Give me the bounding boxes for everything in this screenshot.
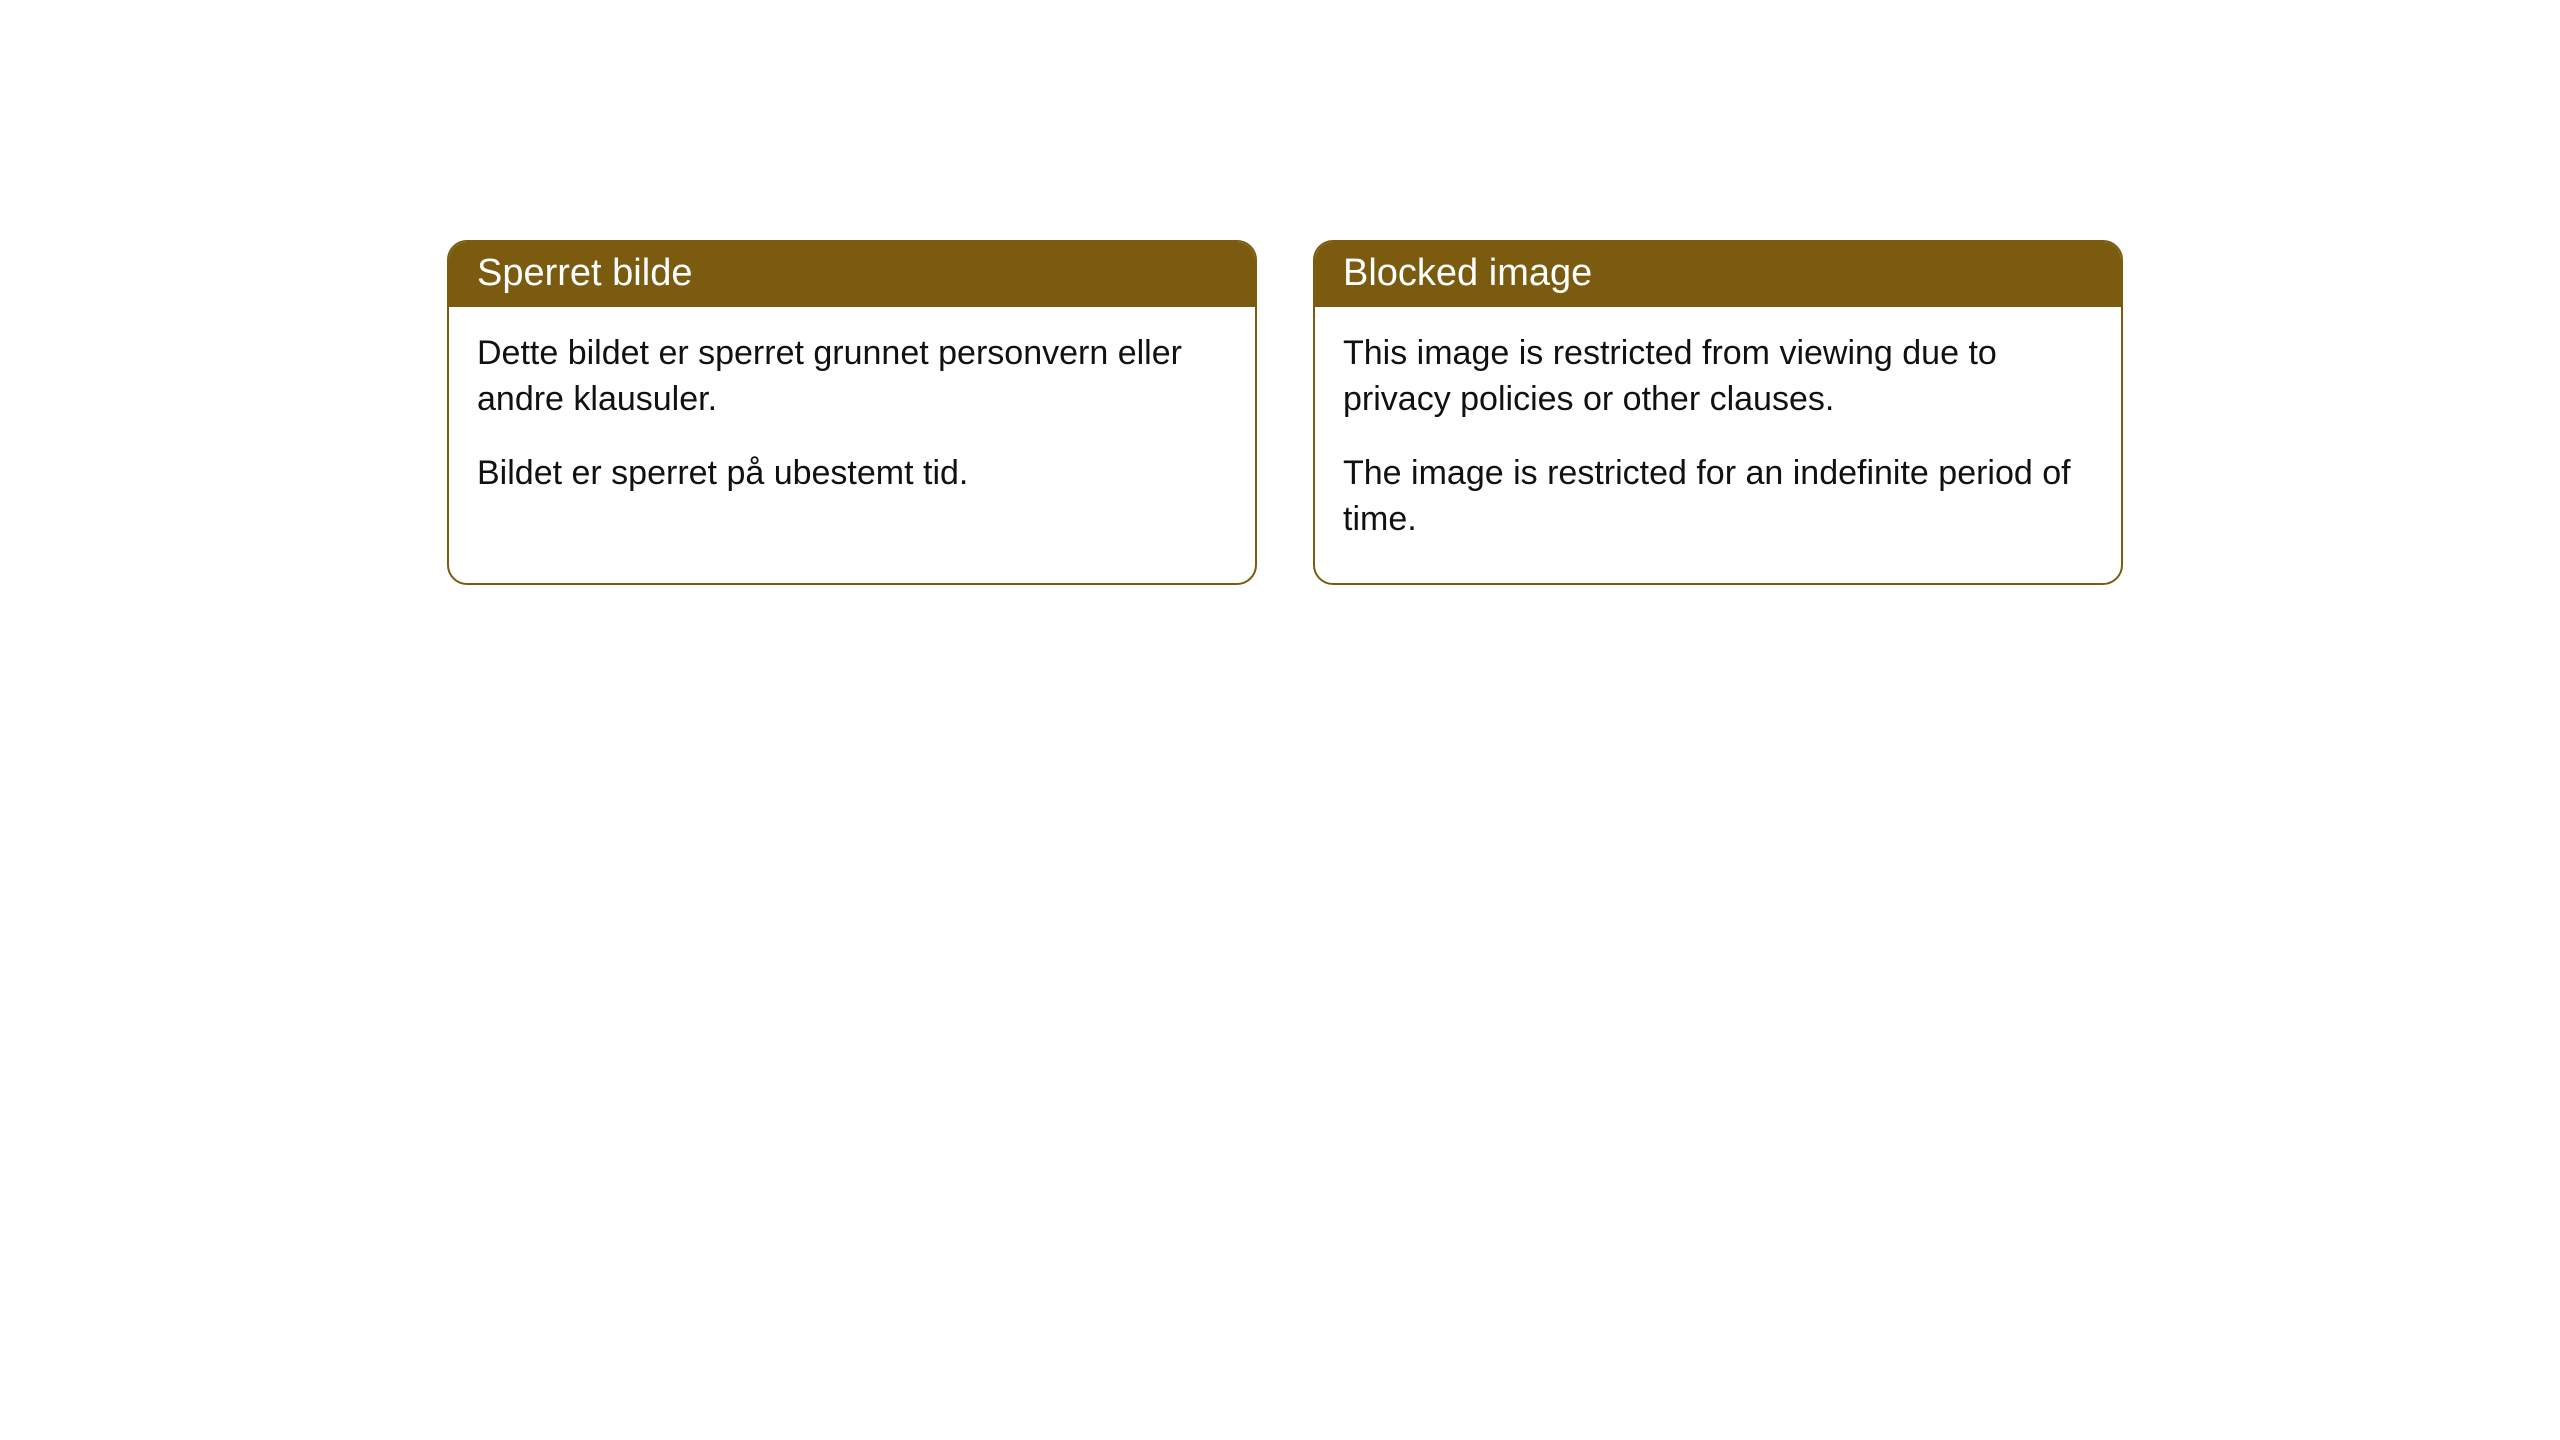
- blocked-image-card-english: Blocked image This image is restricted f…: [1313, 240, 2123, 585]
- card-body-norwegian: Dette bildet er sperret grunnet personve…: [449, 307, 1255, 537]
- card-text-line: This image is restricted from viewing du…: [1343, 331, 2093, 423]
- card-text-line: The image is restricted for an indefinit…: [1343, 451, 2093, 543]
- notice-cards-container: Sperret bilde Dette bildet er sperret gr…: [447, 240, 2123, 585]
- card-title: Sperret bilde: [477, 252, 692, 294]
- blocked-image-card-norwegian: Sperret bilde Dette bildet er sperret gr…: [447, 240, 1257, 585]
- card-body-english: This image is restricted from viewing du…: [1315, 307, 2121, 583]
- card-title: Blocked image: [1343, 252, 1592, 294]
- card-text-line: Bildet er sperret på ubestemt tid.: [477, 451, 1227, 497]
- card-text-line: Dette bildet er sperret grunnet personve…: [477, 331, 1227, 423]
- card-header-english: Blocked image: [1315, 242, 2121, 307]
- card-header-norwegian: Sperret bilde: [449, 242, 1255, 307]
